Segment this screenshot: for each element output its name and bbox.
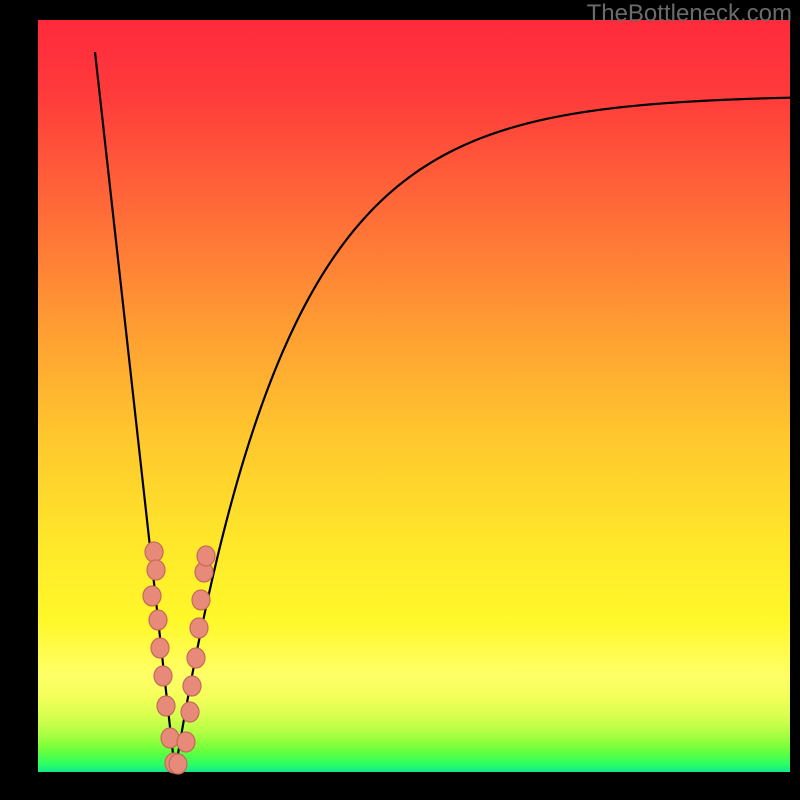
- data-dot: [149, 610, 167, 630]
- data-dot: [151, 638, 169, 658]
- data-dot: [145, 542, 163, 562]
- data-dot: [181, 702, 199, 722]
- data-dot: [190, 618, 208, 638]
- data-dot: [143, 586, 161, 606]
- data-dot: [187, 648, 205, 668]
- data-dot: [183, 676, 201, 696]
- data-dot: [192, 590, 210, 610]
- data-dot: [147, 560, 165, 580]
- curve-layer: [0, 0, 800, 800]
- data-dot: [161, 728, 179, 748]
- data-dot: [154, 666, 172, 686]
- data-dot: [177, 732, 195, 752]
- data-dot: [169, 754, 187, 774]
- data-dot: [197, 546, 215, 566]
- data-dot: [157, 696, 175, 716]
- data-dots: [143, 542, 215, 774]
